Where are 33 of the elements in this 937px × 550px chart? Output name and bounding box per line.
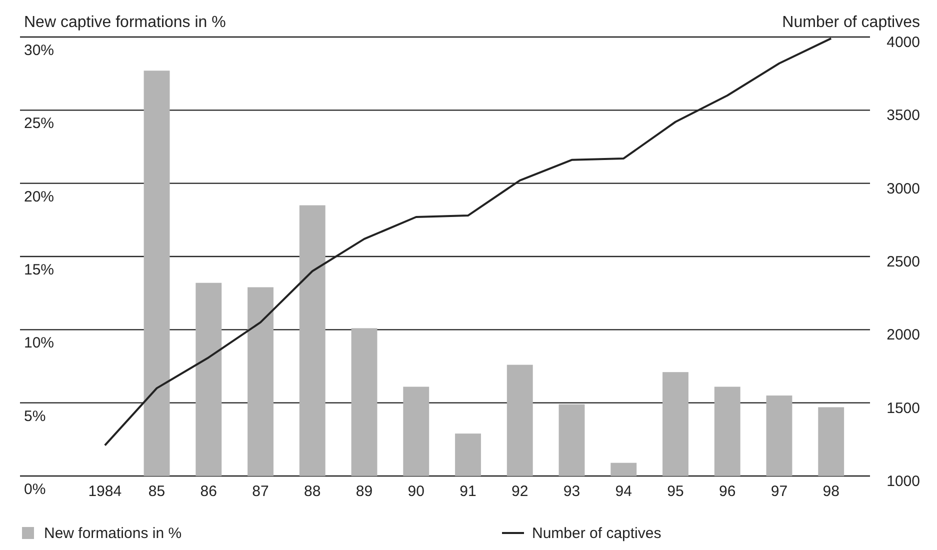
x-tick-label: 85 xyxy=(148,483,166,500)
x-tick-label: 88 xyxy=(304,483,321,500)
x-tick-label: 87 xyxy=(252,483,269,500)
y-tick-label: 30% xyxy=(24,42,54,59)
y2-tick-label: 1500 xyxy=(886,400,920,417)
y2-tick-label: 3000 xyxy=(886,180,920,198)
y-tick-label: 20% xyxy=(24,188,54,206)
x-tick-label: 92 xyxy=(512,483,528,500)
x-tick-label: 97 xyxy=(770,483,788,500)
y2-tick-label: 1000 xyxy=(886,473,920,490)
x-tick-label: 96 xyxy=(719,483,736,500)
y2-tick-label: 2500 xyxy=(886,254,920,270)
y2-tick-label: 3500 xyxy=(886,107,920,124)
x-tick-label: 89 xyxy=(356,483,373,500)
x-tick-label: 93 xyxy=(563,483,580,500)
y-tick-label: 5% xyxy=(24,408,46,425)
y2-axis-title: Number of captives xyxy=(782,14,920,31)
y-tick-label: 10% xyxy=(24,334,54,352)
x-tick-label: 95 xyxy=(667,483,684,500)
x-tick-label: 91 xyxy=(460,483,476,500)
x-tick-label: 86 xyxy=(200,483,217,500)
x-tick-label: 90 xyxy=(408,483,424,500)
y2-tick-label: 4000 xyxy=(886,34,920,51)
y-tick-label: 15% xyxy=(24,262,54,278)
legend-label: Number of captives xyxy=(532,525,662,542)
y-tick-label: 0% xyxy=(24,481,46,498)
x-tick-label: 98 xyxy=(822,483,840,500)
y2-tick-label: 2000 xyxy=(886,326,920,344)
x-tick-label: 94 xyxy=(615,483,632,500)
y-axis-title: New captive formations in % xyxy=(24,14,226,31)
x-tick-label: 1984 xyxy=(88,483,122,500)
y-tick-label: 25% xyxy=(24,115,54,132)
legend-label: New formations in % xyxy=(44,525,182,542)
